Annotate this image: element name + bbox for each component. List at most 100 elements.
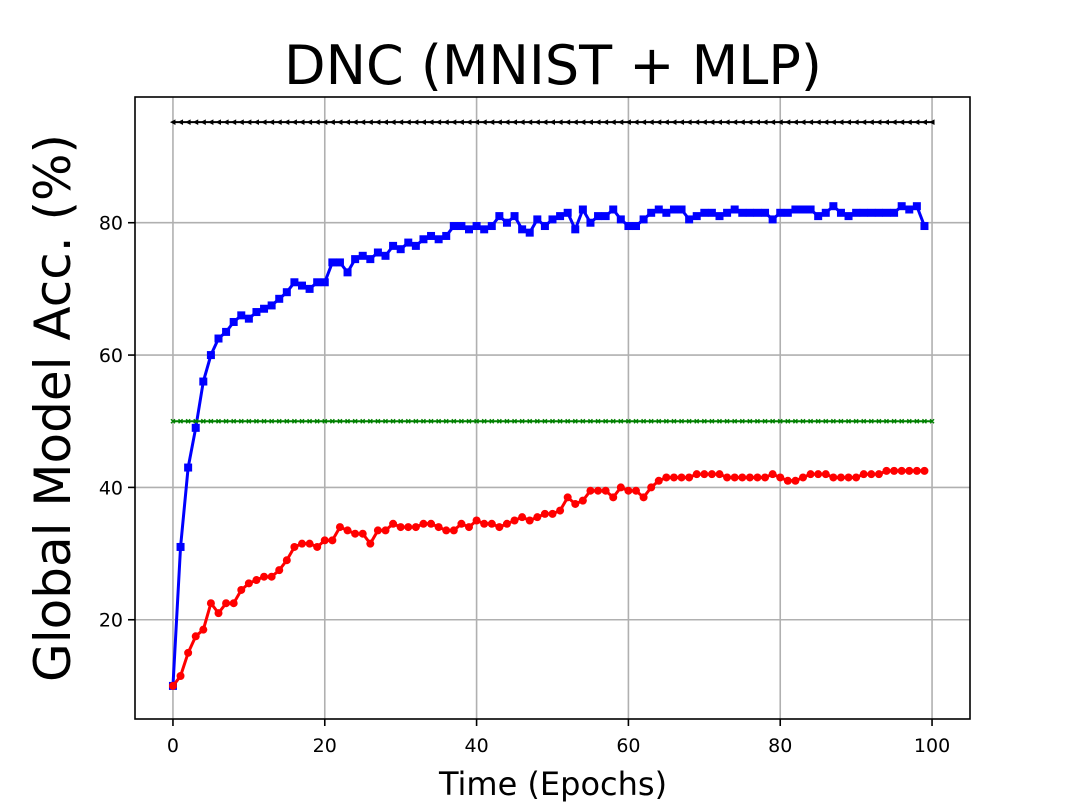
- data-point: [481, 119, 487, 125]
- data-point: [411, 523, 420, 532]
- data-point: [586, 486, 595, 495]
- data-point: [487, 222, 496, 231]
- data-point: [199, 377, 208, 386]
- data-point: [656, 418, 662, 424]
- data-point: [260, 572, 269, 581]
- data-point: [823, 418, 829, 424]
- data-point: [557, 418, 563, 424]
- data-point: [169, 119, 176, 125]
- data-point: [344, 119, 351, 125]
- data-point: [526, 119, 533, 125]
- data-point: [884, 418, 889, 424]
- data-point: [199, 625, 208, 634]
- data-point: [685, 473, 694, 482]
- data-point: [533, 215, 542, 224]
- data-point: [685, 215, 694, 224]
- data-point: [860, 119, 867, 125]
- data-point: [845, 119, 852, 125]
- data-point: [472, 222, 481, 231]
- data-point: [178, 418, 184, 424]
- data-point: [806, 205, 815, 214]
- data-point: [229, 317, 238, 326]
- data-point: [716, 119, 722, 125]
- data-point: [563, 493, 572, 502]
- data-point: [465, 225, 473, 234]
- data-point: [359, 119, 366, 125]
- data-point: [373, 526, 382, 535]
- data-point: [709, 418, 715, 424]
- data-point: [540, 222, 549, 231]
- data-point: [230, 119, 237, 125]
- data-point: [724, 119, 730, 125]
- data-point: [692, 212, 701, 221]
- data-point: [335, 258, 344, 267]
- data-point: [268, 119, 275, 125]
- data-point: [168, 681, 177, 690]
- data-point: [449, 526, 458, 535]
- data-point: [474, 418, 480, 424]
- data-point: [252, 576, 261, 585]
- data-point: [609, 493, 618, 502]
- data-point: [792, 418, 798, 424]
- data-point: [724, 418, 730, 424]
- data-point: [525, 516, 534, 525]
- series-layer: [168, 119, 935, 690]
- data-point: [784, 119, 791, 125]
- data-point: [185, 119, 191, 125]
- data-point: [921, 418, 927, 424]
- data-point: [898, 119, 905, 125]
- data-point: [905, 466, 914, 475]
- data-point: [844, 473, 853, 482]
- data-point: [314, 418, 320, 424]
- data-point: [276, 418, 282, 424]
- data-point: [609, 205, 618, 214]
- data-point: [336, 119, 343, 125]
- data-point: [565, 418, 571, 424]
- data-point: [678, 119, 685, 125]
- data-point: [677, 205, 686, 214]
- data-point: [747, 418, 753, 424]
- data-point: [229, 599, 238, 608]
- data-point: [214, 334, 223, 343]
- data-point: [739, 119, 745, 125]
- data-point: [617, 119, 624, 125]
- data-point: [920, 466, 929, 475]
- data-point: [874, 470, 883, 479]
- data-point: [540, 509, 549, 518]
- x-tick-label: 20: [313, 735, 337, 757]
- data-point: [693, 119, 700, 125]
- data-point: [618, 418, 624, 424]
- data-point: [890, 208, 899, 217]
- data-point: [442, 526, 451, 535]
- x-tick-label: 100: [914, 735, 950, 757]
- data-point: [329, 418, 335, 424]
- data-point: [836, 473, 845, 482]
- data-point: [836, 208, 845, 217]
- data-point: [191, 632, 200, 641]
- data-point: [578, 496, 587, 505]
- data-point: [867, 208, 876, 217]
- data-point: [457, 222, 466, 231]
- data-point: [753, 208, 762, 217]
- data-point: [686, 119, 692, 125]
- data-point: [912, 466, 921, 475]
- data-point: [451, 418, 457, 424]
- data-point: [571, 499, 580, 508]
- series-1: [168, 466, 929, 690]
- data-point: [639, 215, 648, 224]
- data-point: [435, 119, 442, 125]
- series-2: [170, 418, 935, 424]
- data-point: [389, 241, 398, 250]
- data-point: [867, 470, 876, 479]
- data-point: [830, 418, 836, 424]
- data-point: [184, 463, 193, 472]
- data-point: [913, 119, 920, 125]
- data-point: [761, 208, 770, 217]
- data-point: [405, 418, 411, 424]
- y-tick-label: 20: [99, 610, 123, 632]
- data-point: [267, 301, 276, 310]
- data-point: [914, 418, 920, 424]
- data-point: [358, 529, 367, 538]
- data-point: [313, 278, 322, 287]
- data-point: [814, 212, 823, 221]
